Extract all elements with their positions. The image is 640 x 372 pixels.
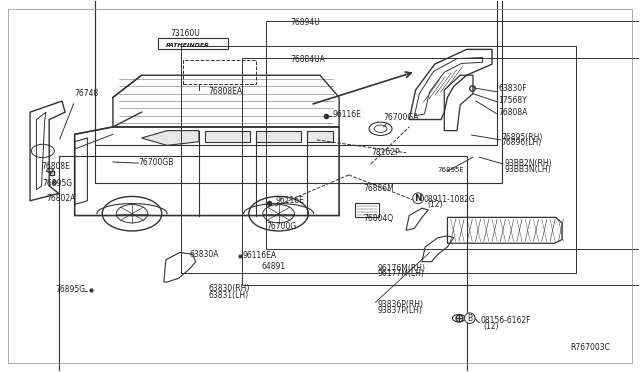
Polygon shape xyxy=(307,131,333,142)
Text: 93837P(LH): 93837P(LH) xyxy=(378,306,422,315)
Text: 76802A: 76802A xyxy=(46,194,76,203)
Text: 76700GB: 76700GB xyxy=(138,158,174,167)
Text: 63830A: 63830A xyxy=(189,250,219,259)
Text: 64891: 64891 xyxy=(261,262,285,271)
Polygon shape xyxy=(141,131,199,145)
Text: 76808EA: 76808EA xyxy=(209,87,243,96)
Text: 63831(LH): 63831(LH) xyxy=(209,291,248,299)
Text: 93BB2N(RH): 93BB2N(RH) xyxy=(505,160,552,169)
Text: 96176M(RH): 96176M(RH) xyxy=(378,264,426,273)
Text: 63830(RH): 63830(RH) xyxy=(209,284,250,293)
Text: 76886M: 76886M xyxy=(364,184,394,193)
Text: 96116EA: 96116EA xyxy=(243,251,276,260)
Text: 78162P: 78162P xyxy=(371,148,399,157)
Text: 63830F: 63830F xyxy=(499,84,527,93)
Text: 76748: 76748 xyxy=(75,89,99,97)
Text: N: N xyxy=(414,194,422,203)
Text: 76895G: 76895G xyxy=(43,179,73,188)
Polygon shape xyxy=(205,131,250,142)
Text: 17568Y: 17568Y xyxy=(499,96,527,105)
Text: 76808A: 76808A xyxy=(499,108,528,117)
Text: 96177M(LH): 96177M(LH) xyxy=(378,269,424,279)
Text: 76804Q: 76804Q xyxy=(364,214,394,223)
Text: 76884UA: 76884UA xyxy=(290,55,325,64)
Text: 96116E: 96116E xyxy=(275,196,304,205)
Text: 76895(RH): 76895(RH) xyxy=(502,133,543,142)
Text: (12): (12) xyxy=(484,322,499,331)
Text: 73160U: 73160U xyxy=(170,29,200,38)
Text: B: B xyxy=(467,314,472,323)
Text: 76896(LH): 76896(LH) xyxy=(502,138,542,147)
Text: 08156-6162F: 08156-6162F xyxy=(481,315,531,325)
Text: 93BB3N(LH): 93BB3N(LH) xyxy=(505,165,552,174)
Text: (12): (12) xyxy=(427,201,442,209)
Text: 76808E: 76808E xyxy=(41,163,70,171)
Text: R767003C: R767003C xyxy=(570,343,610,352)
Text: 76895G: 76895G xyxy=(56,285,86,294)
Text: 08911-1082G: 08911-1082G xyxy=(423,195,475,203)
Text: 76895E: 76895E xyxy=(438,167,465,173)
Text: PATHFINDER: PATHFINDER xyxy=(166,43,210,48)
Text: 76700G: 76700G xyxy=(266,222,296,231)
Polygon shape xyxy=(256,131,301,142)
Text: 96116E: 96116E xyxy=(333,110,362,119)
Text: 93836P(RH): 93836P(RH) xyxy=(378,300,423,309)
Text: 76700GA: 76700GA xyxy=(384,113,419,122)
Text: 76894U: 76894U xyxy=(290,18,320,28)
